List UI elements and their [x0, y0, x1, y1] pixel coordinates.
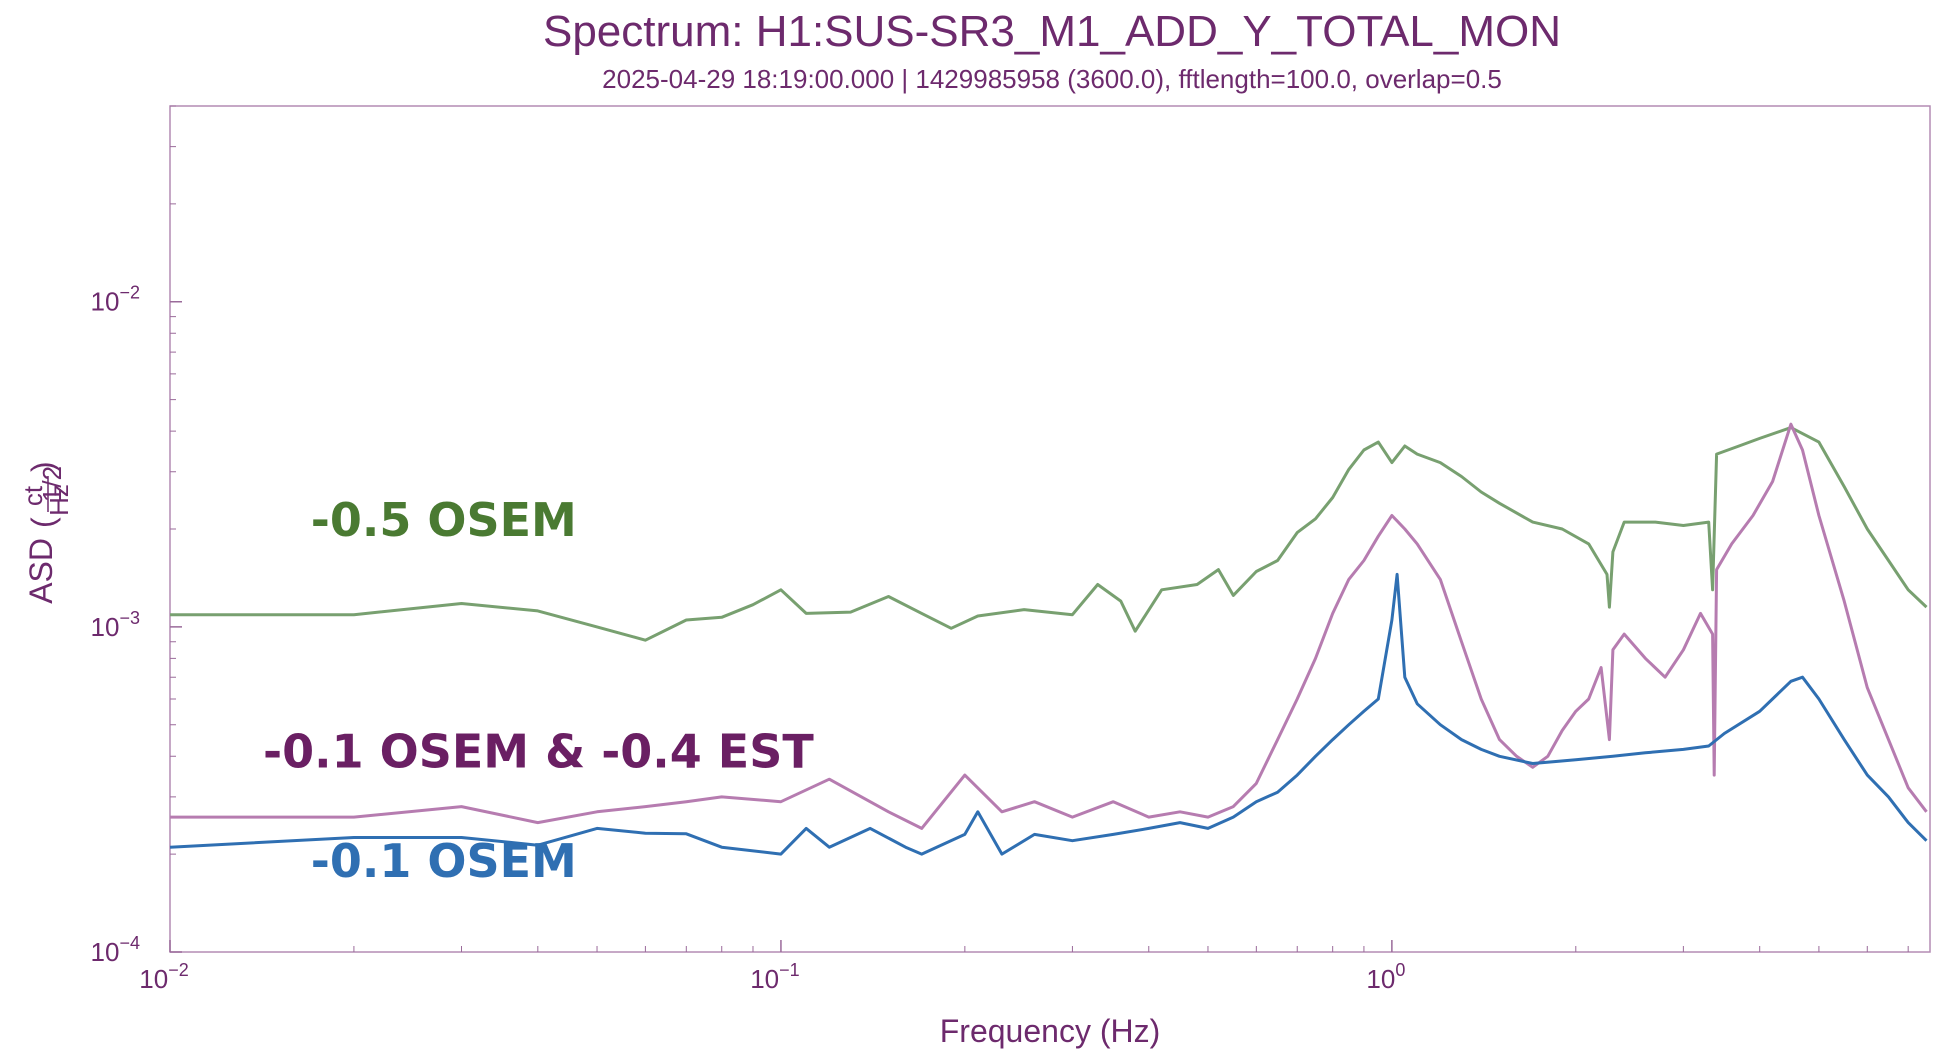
chart-title: Spectrum: H1:SUS-SR3_M1_ADD_Y_TOTAL_MON — [543, 7, 1561, 56]
series-line-3 — [169, 572, 1928, 856]
y-tick-label-1: 10−4 — [91, 933, 140, 967]
series-line-2 — [170, 422, 1928, 830]
y-unit-denominator: Hz — [44, 484, 74, 516]
y-unit-right-paren: ) — [25, 461, 61, 472]
y-unit-exponent: 1/2 — [37, 466, 67, 502]
series-annotation-3: -0.1 OSEM — [311, 834, 577, 888]
x-tick-label-1: 10−2 — [139, 960, 188, 994]
chart-subtitle: 2025-04-29 18:19:00.000 | 1429985958 (36… — [602, 64, 1502, 94]
series-annotation-2: -0.1 OSEM & -0.4 EST — [263, 724, 814, 778]
y-axis-label: ASD ( ct Hz 1/2 ) — [18, 461, 74, 603]
series-layer — [169, 422, 1928, 856]
y-unit-left-paren: ( — [25, 517, 61, 528]
x-axis-label: Frequency (Hz) — [940, 1013, 1161, 1049]
y-tick-label-3: 10−2 — [91, 283, 140, 317]
x-tick-label-3: 100 — [1366, 960, 1405, 994]
annotation-layer: -0.5 OSEM -0.1 OSEM & -0.4 EST -0.1 OSEM — [263, 493, 814, 888]
x-tick-label-2: 10−1 — [750, 960, 799, 994]
y-tick-label-2: 10−3 — [91, 608, 140, 642]
y-axis-label-text: ASD — [23, 538, 59, 604]
series-annotation-1: -0.5 OSEM — [311, 493, 577, 547]
y-unit-numerator: ct — [18, 485, 48, 506]
series-line-1 — [170, 426, 1928, 642]
